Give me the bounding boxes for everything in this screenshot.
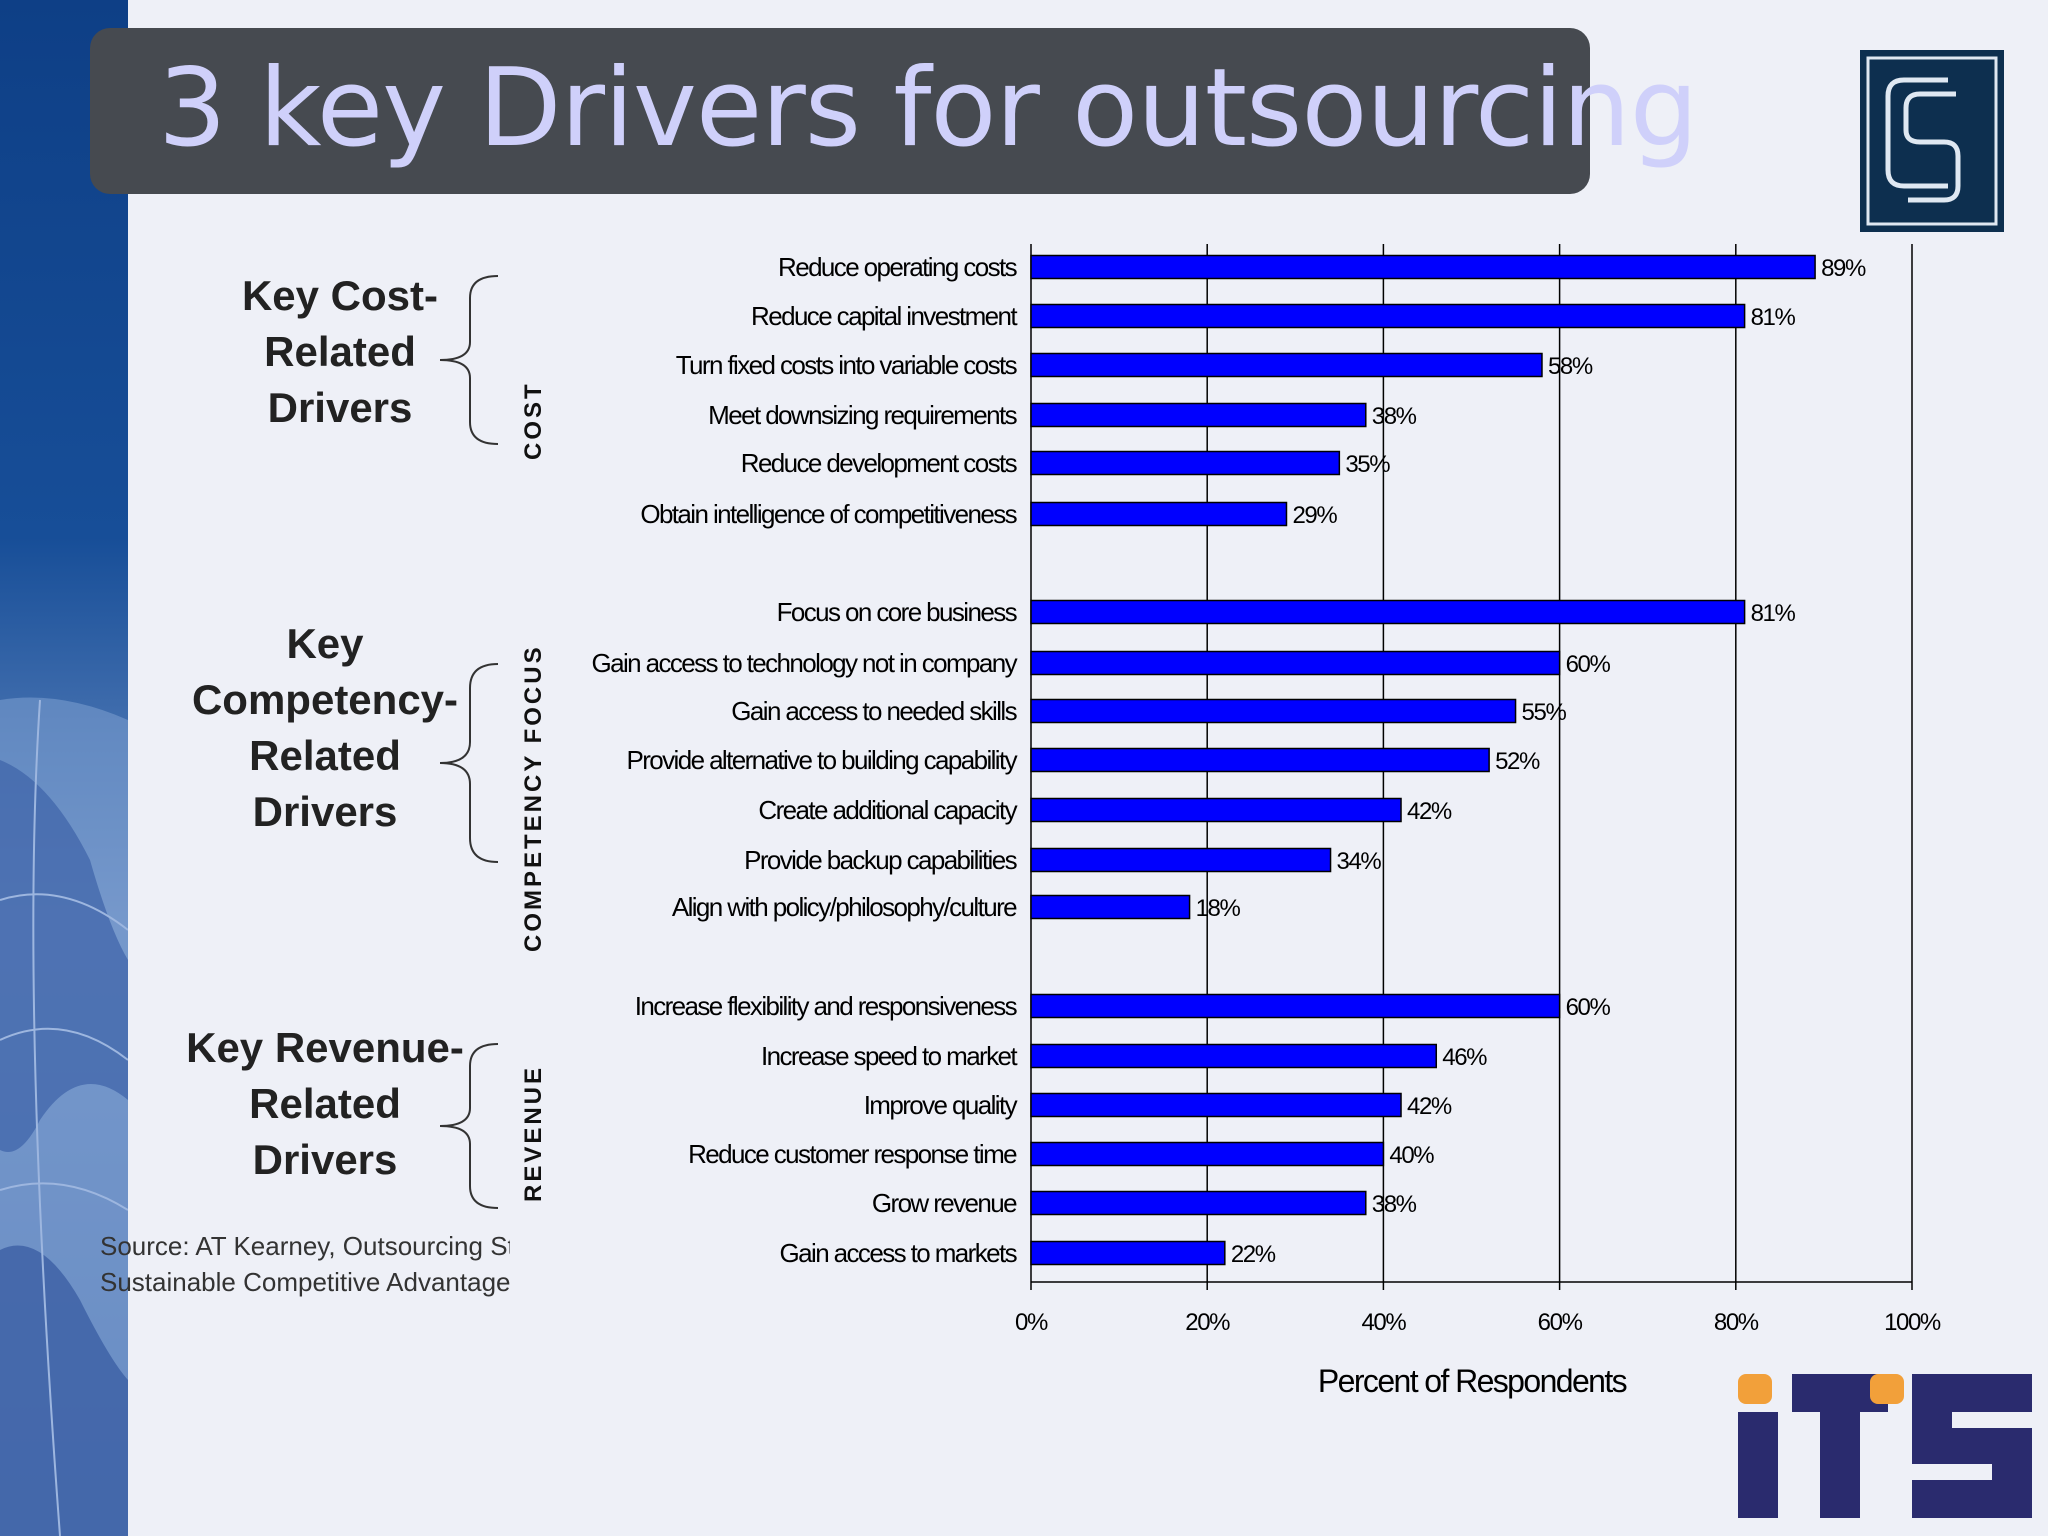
category-label: Meet downsizing requirements: [708, 400, 1017, 430]
category-label: Grow revenue: [872, 1188, 1017, 1218]
bar: [1030, 303, 1746, 329]
value-label: 29%: [1292, 502, 1337, 529]
brace-competency: [439, 663, 499, 863]
x-tick-label: 100%: [1884, 1309, 1941, 1336]
source-line: Source: AT Kearney, Outsourcing St: [100, 1231, 510, 1261]
category-label: Reduce capital investment: [751, 301, 1018, 331]
x-axis-title: Percent of Respondents: [1318, 1363, 1627, 1399]
category-label: Reduce operating costs: [778, 252, 1018, 282]
bar: [1030, 352, 1543, 378]
group-label-line: Drivers: [267, 384, 413, 431]
bar: [1030, 1190, 1367, 1216]
value-label: 35%: [1345, 451, 1390, 478]
brace-revenue: [439, 1043, 499, 1209]
value-label: 52%: [1495, 748, 1540, 775]
bar: [1030, 1043, 1438, 1069]
group-label-line: Key: [286, 620, 364, 667]
x-tick-label: 80%: [1714, 1309, 1759, 1336]
group-label-line: Related: [249, 732, 401, 779]
value-label: 60%: [1566, 651, 1611, 678]
bar: [1030, 650, 1561, 676]
bar: [1030, 1092, 1402, 1118]
x-tick-label: 40%: [1361, 1309, 1406, 1336]
source-note: Source: AT Kearney, Outsourcing St Susta…: [100, 1228, 510, 1300]
value-label: 34%: [1337, 848, 1382, 875]
category-label: Align with policy/philosophy/culture: [672, 892, 1017, 922]
value-label: 55%: [1522, 699, 1567, 726]
bar: [1030, 1240, 1226, 1266]
slide-title: 3 key Drivers for outsourcing: [158, 46, 1698, 171]
globe-decoration: [0, 0, 128, 1536]
bar: [1030, 501, 1288, 527]
bar: [1030, 894, 1191, 920]
group-label-cost: Key Cost- Related Drivers: [220, 268, 460, 436]
group-label-line: Drivers: [252, 788, 398, 835]
value-label: 42%: [1407, 798, 1452, 825]
group-label-line: Key Revenue-: [186, 1024, 464, 1071]
bar: [1030, 450, 1341, 476]
source-line: Sustainable Competitive Advantage,: [100, 1267, 510, 1297]
value-label: 40%: [1389, 1142, 1434, 1169]
value-label: 38%: [1372, 1191, 1417, 1218]
category-label: Reduce development costs: [741, 448, 1018, 478]
its-logo: [1738, 1374, 2032, 1518]
value-label: 81%: [1751, 600, 1796, 627]
value-label: 60%: [1566, 994, 1611, 1021]
value-label: 58%: [1548, 353, 1593, 380]
x-tick-label: 0%: [1015, 1309, 1048, 1336]
bar: [1030, 797, 1402, 823]
group-label-line: Drivers: [252, 1136, 398, 1183]
category-label: Provide backup capabilities: [744, 845, 1017, 875]
category-label: Gain access to technology not in company: [591, 648, 1017, 678]
group-label-competency: Key Competency- Related Drivers: [180, 616, 470, 840]
category-label: Create additional capacity: [758, 795, 1017, 825]
value-label: 18%: [1196, 895, 1241, 922]
bar: [1030, 1141, 1385, 1167]
bar: [1030, 747, 1490, 773]
cs-logo: [1860, 50, 2004, 232]
title-banner: 3 key Drivers for outsourcing: [90, 28, 1698, 194]
left-decorative-band: [0, 0, 128, 1536]
x-tick-label: 60%: [1538, 1309, 1583, 1336]
category-label: Provide alternative to building capabili…: [626, 745, 1017, 775]
value-label: 46%: [1442, 1044, 1487, 1071]
category-label: Increase speed to market: [761, 1041, 1018, 1071]
group-label-line: Key Cost-: [241, 272, 439, 319]
category-label: Gain access to needed skills: [731, 696, 1017, 726]
brace-cost: [439, 275, 499, 445]
category-label: Reduce customer response time: [688, 1139, 1017, 1169]
bar: [1030, 599, 1746, 625]
group-label-line: Related: [264, 328, 416, 375]
value-label: 38%: [1372, 403, 1417, 430]
bar: [1030, 993, 1561, 1019]
category-label: Gain access to markets: [780, 1238, 1018, 1268]
category-label: Increase flexibility and responsiveness: [635, 991, 1018, 1021]
bar: [1030, 847, 1332, 873]
category-label: Obtain intelligence of competitiveness: [640, 499, 1017, 529]
bar: [1030, 698, 1517, 724]
value-label: 42%: [1407, 1093, 1452, 1120]
group-label-revenue: Key Revenue- Related Drivers: [180, 1020, 470, 1188]
category-label: Improve quality: [864, 1090, 1018, 1120]
value-label: 89%: [1821, 255, 1866, 282]
bar: [1030, 254, 1816, 280]
bar: [1030, 402, 1367, 428]
group-label-line: Competency-: [191, 676, 459, 723]
category-label: Turn fixed costs into variable costs: [676, 350, 1018, 380]
x-tick-label: 20%: [1185, 1309, 1230, 1336]
group-label-line: Related: [249, 1080, 401, 1127]
value-label: 81%: [1751, 304, 1796, 331]
category-label: Focus on core business: [777, 597, 1018, 627]
value-label: 22%: [1231, 1241, 1276, 1268]
